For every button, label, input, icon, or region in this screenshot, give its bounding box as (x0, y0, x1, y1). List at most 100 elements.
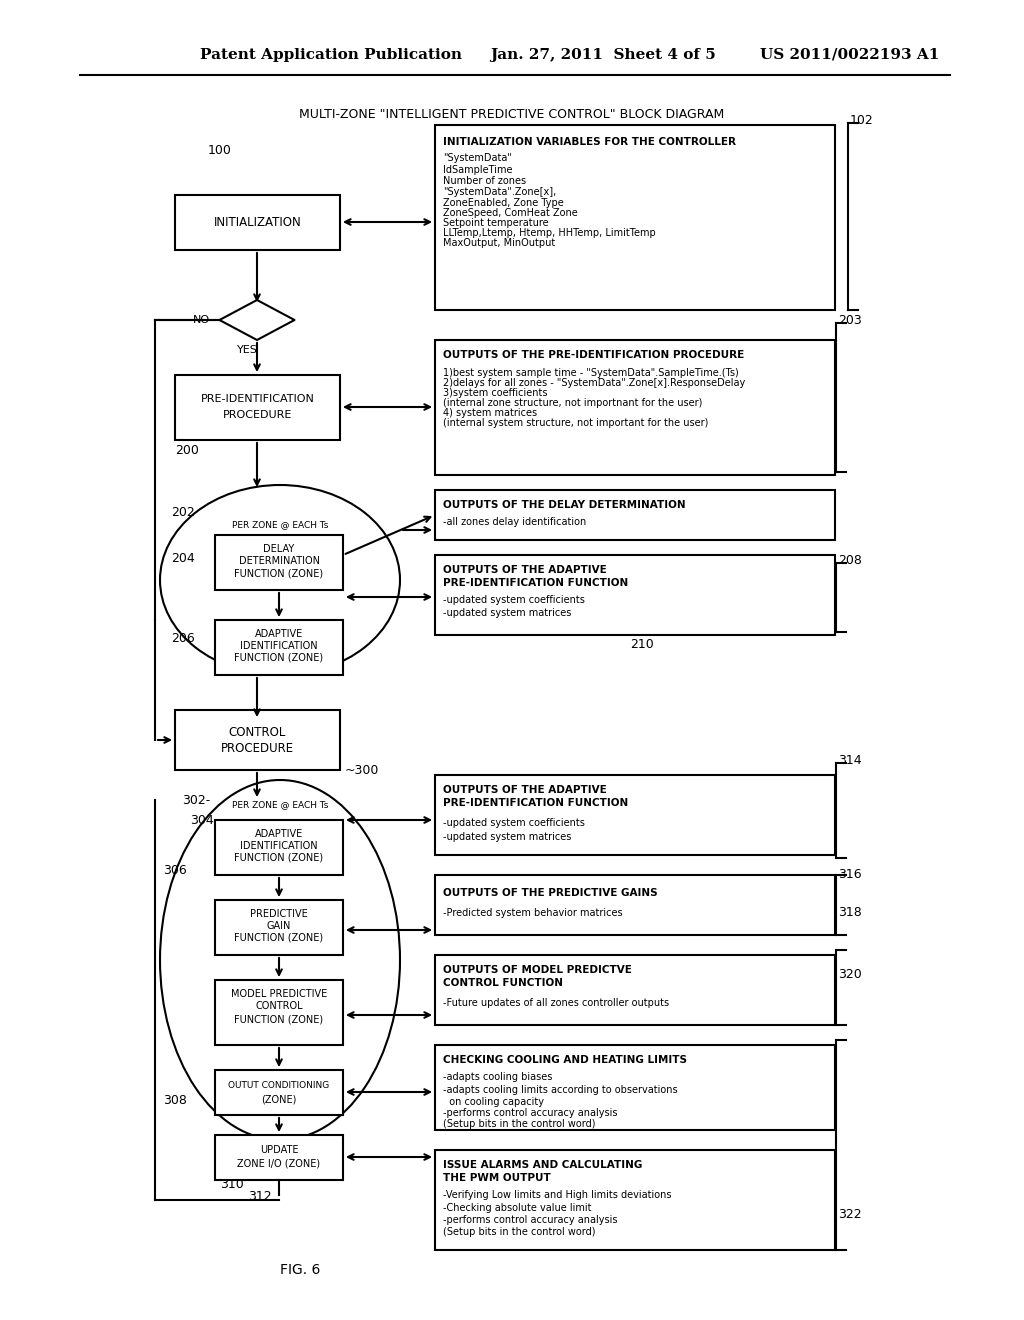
FancyBboxPatch shape (435, 1045, 835, 1130)
Text: MULTI-ZONE "INTELLIGENT PREDICTIVE CONTROL" BLOCK DIAGRAM: MULTI-ZONE "INTELLIGENT PREDICTIVE CONTR… (299, 108, 725, 121)
Text: DELAY: DELAY (263, 544, 295, 554)
FancyBboxPatch shape (435, 125, 835, 310)
Text: -Verifying Low limits and High limits deviations: -Verifying Low limits and High limits de… (443, 1191, 672, 1200)
FancyBboxPatch shape (435, 554, 835, 635)
Text: FUNCTION (ZONE): FUNCTION (ZONE) (234, 853, 324, 863)
Text: OUTPUTS OF THE PRE-IDENTIFICATION PROCEDURE: OUTPUTS OF THE PRE-IDENTIFICATION PROCED… (443, 350, 744, 360)
Text: (Setup bits in the control word): (Setup bits in the control word) (443, 1119, 596, 1129)
Text: 310: 310 (220, 1179, 244, 1192)
FancyBboxPatch shape (215, 820, 343, 875)
Text: -adapts cooling biases: -adapts cooling biases (443, 1072, 552, 1082)
Text: 320: 320 (838, 969, 862, 982)
Text: LLTemp,Ltemp, Htemp, HHTemp, LimitTemp: LLTemp,Ltemp, Htemp, HHTemp, LimitTemp (443, 228, 655, 238)
Ellipse shape (160, 780, 400, 1140)
Text: 316: 316 (838, 869, 861, 882)
Text: 314: 314 (838, 754, 861, 767)
Text: PER ZONE @ EACH Ts: PER ZONE @ EACH Ts (231, 800, 328, 809)
Text: CONTROL: CONTROL (228, 726, 286, 738)
FancyBboxPatch shape (435, 954, 835, 1026)
Text: 302-: 302- (181, 793, 210, 807)
Text: YES: YES (237, 345, 257, 355)
Text: ZoneEnabled, Zone Type: ZoneEnabled, Zone Type (443, 198, 564, 209)
Text: 3)system coefficients: 3)system coefficients (443, 388, 548, 399)
Text: ~300: ~300 (345, 763, 379, 776)
Text: IDENTIFICATION: IDENTIFICATION (241, 841, 317, 851)
Text: GAIN: GAIN (267, 921, 291, 931)
Text: INITIALIZATION VARIABLES FOR THE CONTROLLER: INITIALIZATION VARIABLES FOR THE CONTROL… (443, 137, 736, 147)
Text: PROCEDURE: PROCEDURE (221, 742, 294, 755)
Text: OUTPUTS OF THE DELAY DETERMINATION: OUTPUTS OF THE DELAY DETERMINATION (443, 500, 686, 510)
Text: OUTPUTS OF THE ADAPTIVE: OUTPUTS OF THE ADAPTIVE (443, 565, 607, 576)
FancyBboxPatch shape (435, 775, 835, 855)
Text: IDENTIFICATION: IDENTIFICATION (241, 642, 317, 651)
FancyBboxPatch shape (175, 195, 340, 249)
Text: THE PWM OUTPUT: THE PWM OUTPUT (443, 1173, 551, 1183)
Text: -Checking absolute value limit: -Checking absolute value limit (443, 1203, 592, 1213)
Text: MaxOutput, MinOutput: MaxOutput, MinOutput (443, 238, 555, 248)
Text: PRE-IDENTIFICATION FUNCTION: PRE-IDENTIFICATION FUNCTION (443, 578, 629, 587)
Text: 304: 304 (190, 813, 214, 826)
Text: -Predicted system behavior matrices: -Predicted system behavior matrices (443, 908, 623, 917)
Text: 318: 318 (838, 906, 862, 919)
Text: ADAPTIVE: ADAPTIVE (255, 829, 303, 840)
Polygon shape (219, 300, 295, 341)
Text: Number of zones: Number of zones (443, 176, 526, 186)
Text: 322: 322 (838, 1209, 861, 1221)
Text: 102: 102 (850, 114, 873, 127)
FancyBboxPatch shape (435, 875, 835, 935)
Text: CONTROL FUNCTION: CONTROL FUNCTION (443, 978, 563, 987)
Text: FUNCTION (ZONE): FUNCTION (ZONE) (234, 933, 324, 942)
Text: 312: 312 (248, 1191, 271, 1204)
FancyBboxPatch shape (435, 341, 835, 475)
Text: ADAPTIVE: ADAPTIVE (255, 630, 303, 639)
Text: OUTPUTS OF THE ADAPTIVE: OUTPUTS OF THE ADAPTIVE (443, 785, 607, 795)
Text: (internal system structure, not important for the user): (internal system structure, not importan… (443, 418, 709, 428)
Text: 208: 208 (838, 553, 862, 566)
Text: UPDATE: UPDATE (260, 1144, 298, 1155)
Text: Jan. 27, 2011  Sheet 4 of 5: Jan. 27, 2011 Sheet 4 of 5 (490, 48, 716, 62)
Text: US 2011/0022193 A1: US 2011/0022193 A1 (760, 48, 939, 62)
Text: (Setup bits in the control word): (Setup bits in the control word) (443, 1228, 596, 1237)
Text: IdSampleTime: IdSampleTime (443, 165, 512, 176)
Text: DETERMINATION: DETERMINATION (239, 556, 319, 566)
Text: OUTPUTS OF MODEL PREDICTVE: OUTPUTS OF MODEL PREDICTVE (443, 965, 632, 975)
FancyBboxPatch shape (175, 710, 340, 770)
Text: -Future updates of all zones controller outputs: -Future updates of all zones controller … (443, 998, 669, 1008)
Text: (internal zone structure, not importnant for the user): (internal zone structure, not importnant… (443, 399, 702, 408)
Text: INITIALIZATION: INITIALIZATION (214, 216, 301, 228)
Text: FIG. 6: FIG. 6 (280, 1263, 321, 1276)
Text: -adapts cooling limits according to observations: -adapts cooling limits according to obse… (443, 1085, 678, 1096)
Text: PROCEDURE: PROCEDURE (223, 411, 292, 421)
Text: ZoneSpeed, ComHeat Zone: ZoneSpeed, ComHeat Zone (443, 209, 578, 218)
Text: 203: 203 (838, 314, 862, 326)
Text: OUTPUTS OF THE PREDICTIVE GAINS: OUTPUTS OF THE PREDICTIVE GAINS (443, 888, 657, 898)
Text: 202: 202 (171, 507, 195, 520)
Text: ZONE I/O (ZONE): ZONE I/O (ZONE) (238, 1158, 321, 1168)
Text: -all zones delay identification: -all zones delay identification (443, 517, 587, 527)
Text: Setpoint temperature: Setpoint temperature (443, 218, 549, 228)
FancyBboxPatch shape (215, 900, 343, 954)
Text: PER ZONE @ EACH Ts: PER ZONE @ EACH Ts (231, 520, 328, 529)
Text: CONTROL: CONTROL (255, 1001, 303, 1011)
Text: 1)best system sample time - "SystemData".SampleTime.(Ts): 1)best system sample time - "SystemData"… (443, 368, 738, 378)
Text: PRE-IDENTIFICATION FUNCTION: PRE-IDENTIFICATION FUNCTION (443, 799, 629, 808)
FancyBboxPatch shape (215, 1071, 343, 1115)
Text: MODEL PREDICTIVE: MODEL PREDICTIVE (230, 989, 327, 999)
Text: FUNCTION (ZONE): FUNCTION (ZONE) (234, 1015, 324, 1026)
Text: 200: 200 (175, 444, 199, 457)
Text: NO: NO (193, 315, 210, 325)
Text: "SystemData".Zone[x],: "SystemData".Zone[x], (443, 187, 556, 197)
Text: 100: 100 (208, 144, 231, 157)
FancyBboxPatch shape (215, 620, 343, 675)
FancyBboxPatch shape (175, 375, 340, 440)
Text: PREDICTIVE: PREDICTIVE (250, 909, 308, 919)
Text: 4) system matrices: 4) system matrices (443, 408, 538, 418)
Text: -updated system coefficients: -updated system coefficients (443, 818, 585, 828)
Text: CHECKING COOLING AND HEATING LIMITS: CHECKING COOLING AND HEATING LIMITS (443, 1055, 687, 1065)
Text: FUNCTION (ZONE): FUNCTION (ZONE) (234, 568, 324, 578)
Text: 210: 210 (630, 639, 653, 652)
Text: -performs control accuracy analysis: -performs control accuracy analysis (443, 1214, 617, 1225)
Text: ISSUE ALARMS AND CALCULATING: ISSUE ALARMS AND CALCULATING (443, 1160, 642, 1170)
Ellipse shape (160, 484, 400, 675)
Text: on cooling capacity: on cooling capacity (443, 1097, 544, 1107)
